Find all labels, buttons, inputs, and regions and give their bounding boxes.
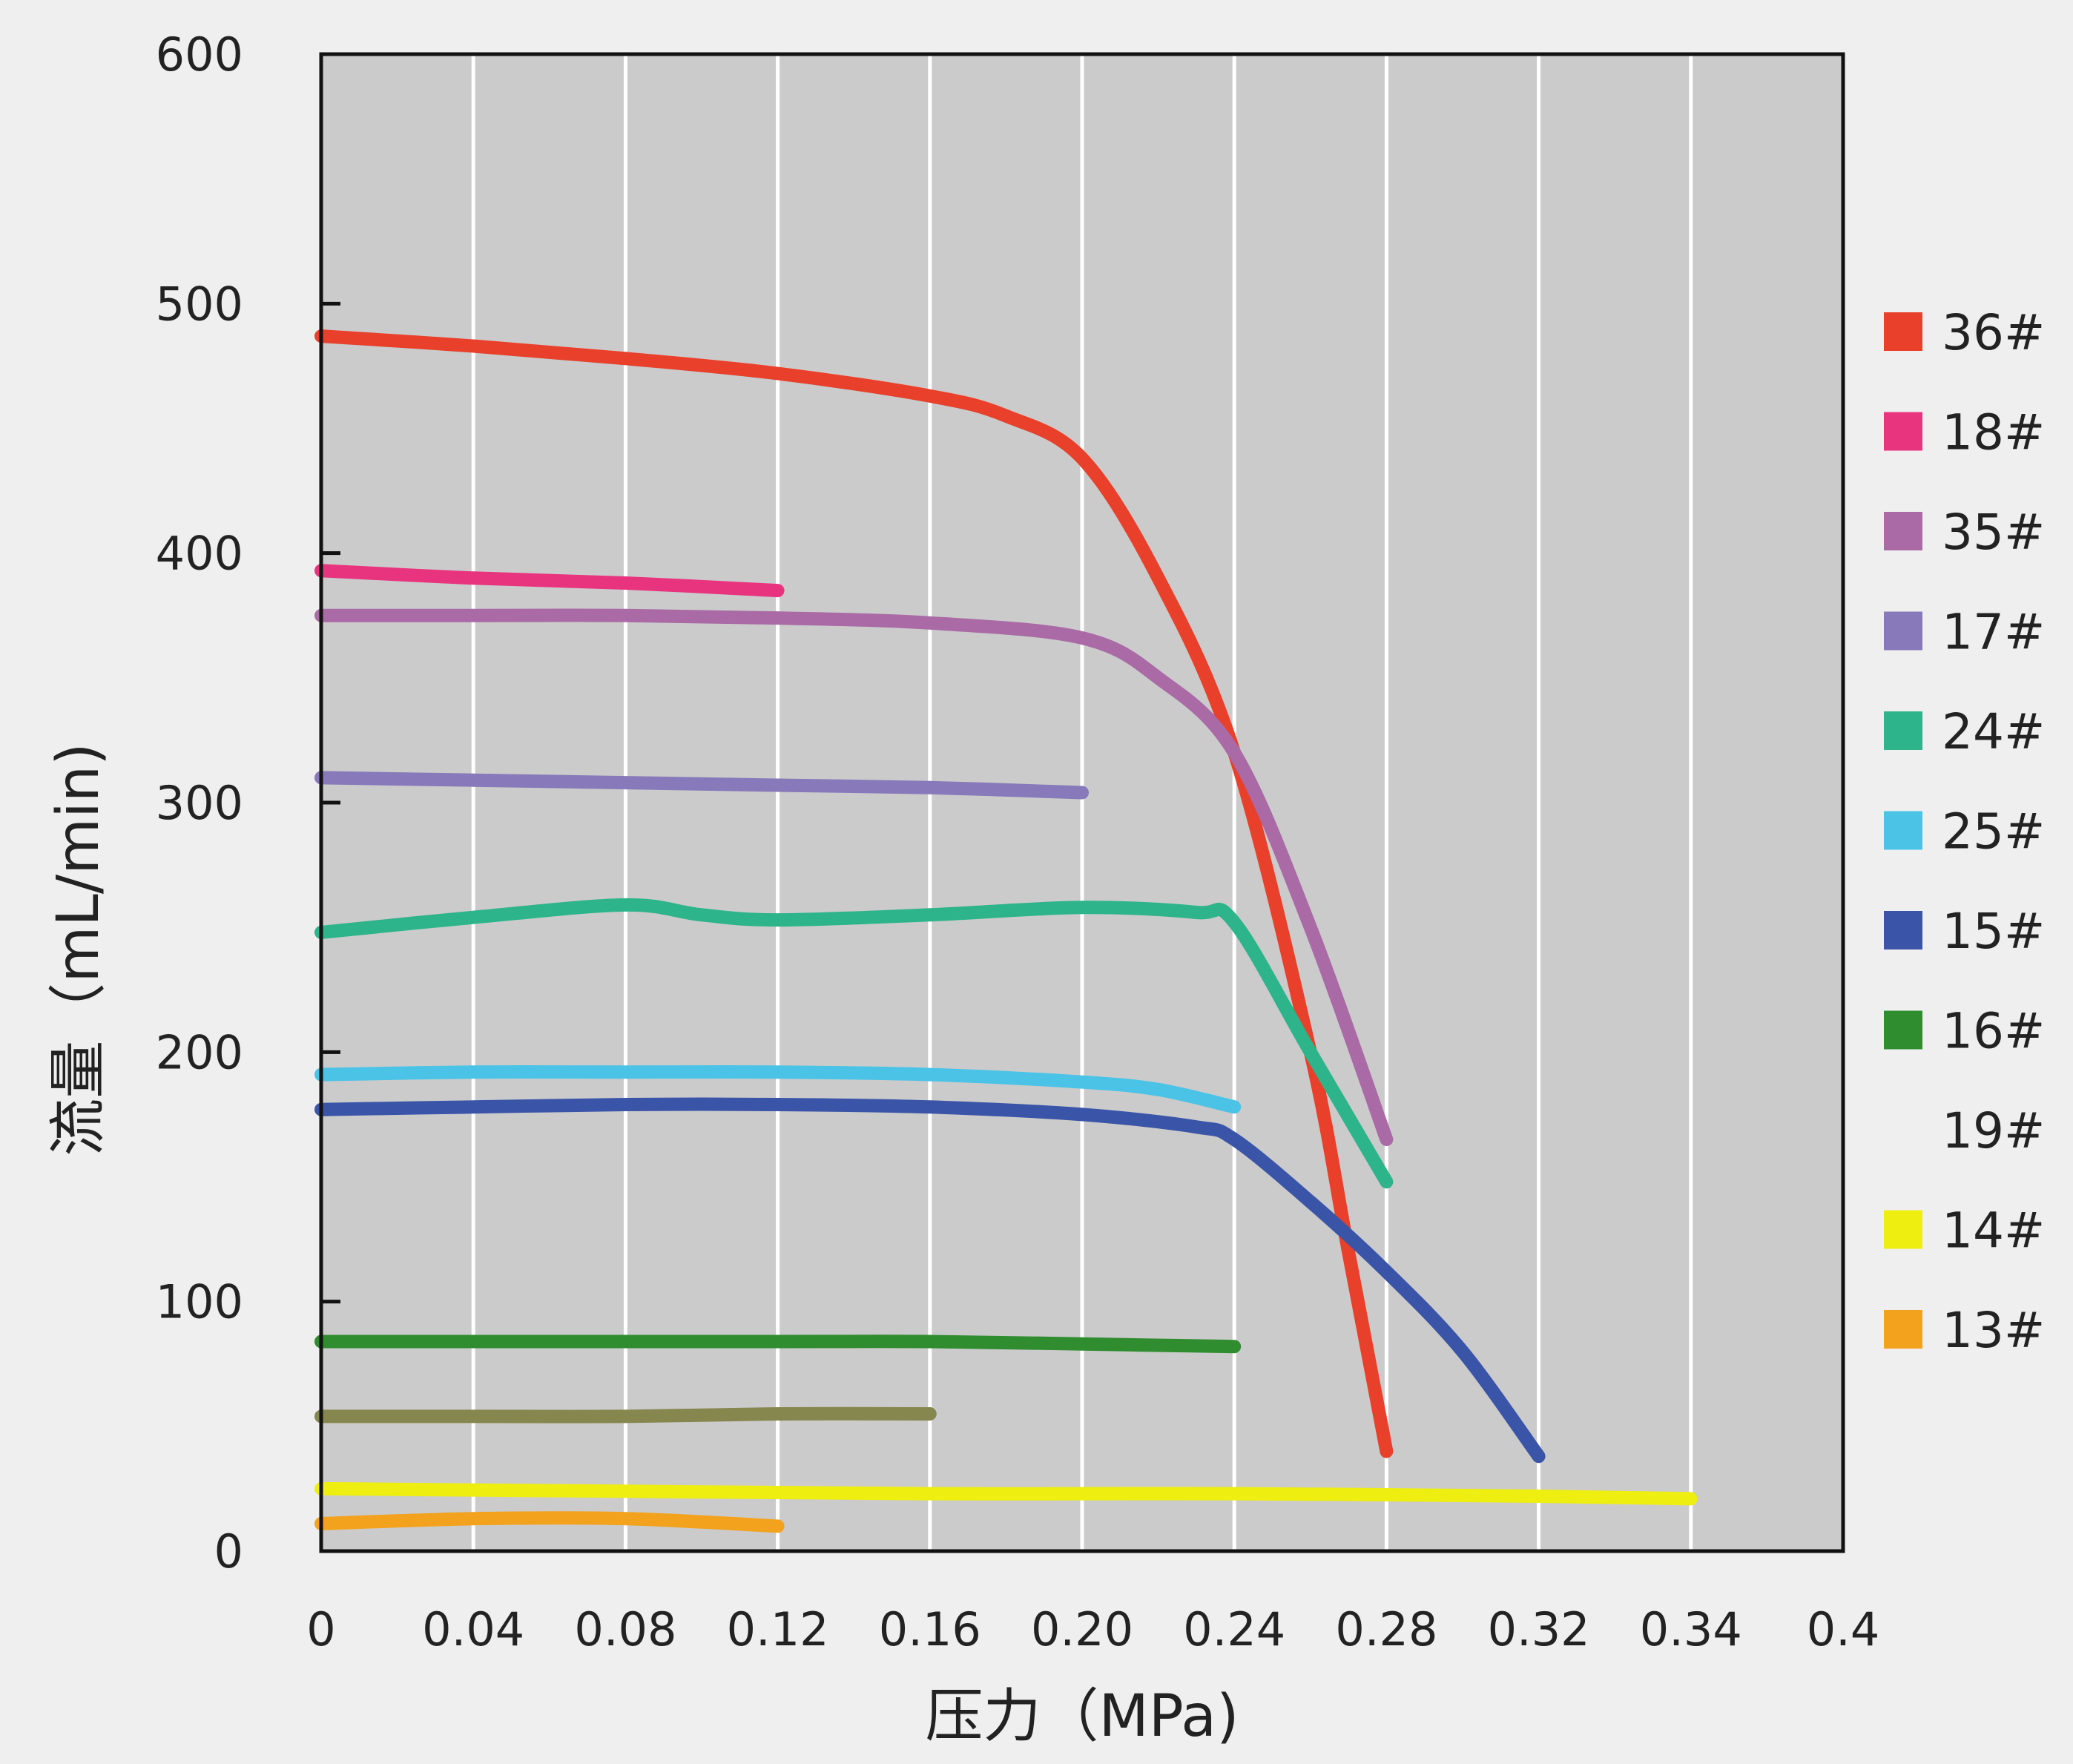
legend-swatch xyxy=(1884,711,1922,750)
x-axis-tick-labels: 0 0.04 0.08 0.12 0.16 0.20 0.24 0.28 0.32 0.34 0.4 xyxy=(306,1602,1879,1656)
y-tick-label: 200 xyxy=(156,1025,243,1079)
series-line-13 xyxy=(314,1511,785,1533)
legend-label: 14# xyxy=(1942,1202,2045,1260)
x-tick-label: 0.4 xyxy=(1807,1602,1880,1656)
legend-label: 24# xyxy=(1942,703,2045,760)
legend: 36# 18# 35# 17# 24# 25# 15# 16# 19# 14# 13# xyxy=(1884,304,2045,1359)
legend-swatch xyxy=(1884,811,1922,850)
series-line-24 xyxy=(314,898,1394,1189)
x-tick-label: 0.34 xyxy=(1640,1602,1742,1656)
legend-swatch xyxy=(1884,1310,1922,1349)
series-line-35 xyxy=(314,608,1394,1146)
legend-label: 17# xyxy=(1942,604,2045,661)
legend-swatch xyxy=(1884,512,1922,550)
x-tick-label: 0.32 xyxy=(1488,1602,1590,1656)
legend-swatch xyxy=(1884,412,1922,451)
series-line-15 xyxy=(314,1097,1546,1464)
y-axis-tick-labels: 0 100 200 300 400 500 600 xyxy=(156,27,243,1579)
legend-label: 19# xyxy=(1942,1102,2045,1159)
legend-label: 25# xyxy=(1942,803,2045,860)
y-axis-title: 流量（mL/min) xyxy=(45,743,112,1156)
legend-label: 36# xyxy=(1942,304,2045,361)
x-tick-label: 0.04 xyxy=(422,1602,524,1656)
x-tick-label: 0.20 xyxy=(1031,1602,1133,1656)
legend-label: 15# xyxy=(1942,903,2045,960)
series-line-16 xyxy=(314,1334,1242,1354)
grid-lines xyxy=(471,54,1693,1551)
legend-swatch xyxy=(1884,911,1922,950)
x-tick-label: 0.24 xyxy=(1183,1602,1285,1656)
y-tick-label: 100 xyxy=(156,1275,243,1329)
series-line-17 xyxy=(314,771,1089,800)
x-axis-title: 压力（MPa) xyxy=(925,1683,1239,1750)
y-tick-label: 600 xyxy=(156,27,243,82)
x-tick-label: 0.28 xyxy=(1335,1602,1437,1656)
legend-label: 13# xyxy=(1942,1302,2045,1359)
y-tick-label: 0 xyxy=(214,1524,243,1579)
x-tick-label: 0.12 xyxy=(727,1602,829,1656)
y-tick-label: 400 xyxy=(156,527,243,581)
y-axis-ticks xyxy=(321,52,340,1553)
y-tick-label: 500 xyxy=(156,277,243,331)
x-tick-label: 0.08 xyxy=(574,1602,676,1656)
y-tick-label: 300 xyxy=(156,776,243,830)
series-line-14 xyxy=(314,1481,1698,1506)
series-line-18 xyxy=(314,564,785,598)
series-line-36 xyxy=(314,329,1394,1458)
x-tick-label: 0.16 xyxy=(879,1602,981,1656)
legend-swatch xyxy=(1884,312,1922,351)
legend-label: 16# xyxy=(1942,1003,2045,1060)
x-tick-label: 0 xyxy=(306,1602,335,1656)
legend-swatch xyxy=(1884,611,1922,651)
legend-swatch xyxy=(1884,1210,1922,1249)
legend-swatch xyxy=(1884,1010,1922,1050)
legend-label: 18# xyxy=(1942,404,2045,461)
series-lines xyxy=(314,329,1698,1533)
legend-label: 35# xyxy=(1942,504,2045,561)
series-line-19 xyxy=(314,1406,937,1424)
series-line-25 xyxy=(314,1064,1242,1114)
